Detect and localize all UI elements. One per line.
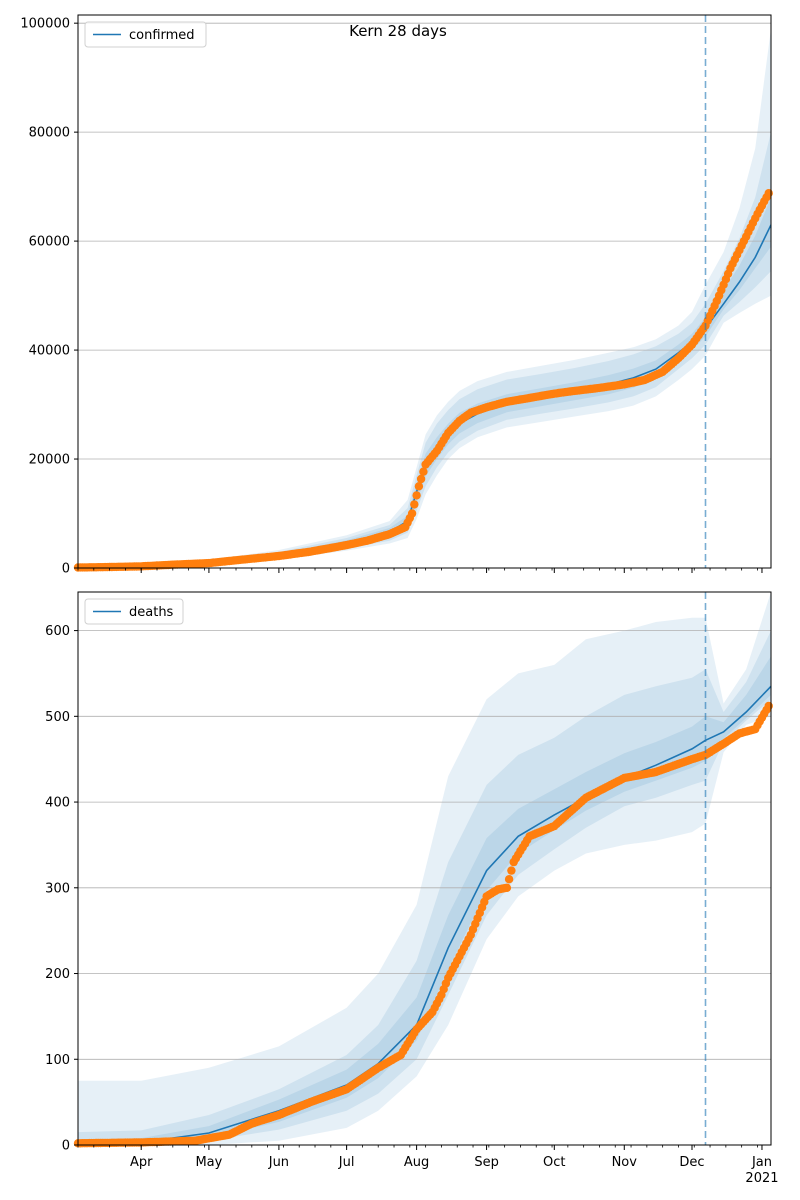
confirmed-observed-points [73,189,773,572]
deaths-x-tick-year: 2021 [745,1171,778,1186]
confirmed-y-tick-label: 0 [62,562,70,577]
deaths-x-tick-label: Jan [751,1155,772,1170]
confirmed-plot-frame [77,14,772,569]
deaths-band-2 [78,630,771,1145]
confirmed-gridlines [78,22,771,460]
deaths-x-tick-label: Jun [268,1155,289,1170]
deaths-x-tick-label: Jul [338,1155,355,1170]
deaths-y-tick-label: 200 [45,967,70,982]
deaths-x-tick-label: Nov [612,1155,638,1170]
confirmed-observed-point [412,491,421,500]
confirmed-observed-point [764,189,773,198]
deaths-median-segment-2 [705,685,771,742]
deaths-legend-box [84,598,184,625]
deaths-y-tick-label: 500 [45,710,70,725]
deaths-observed-point [504,875,514,884]
confirmed-chart: 0 20000 40000 60000 80000 100000 confirmed [20,14,773,577]
confirmed-observed-point [407,509,417,518]
deaths-gridlines [78,630,771,1060]
deaths-observed-point [507,866,516,875]
deaths-band-3 [78,656,771,1145]
deaths-observed-point [502,883,512,892]
deaths-x-tick-label: Sep [474,1155,499,1170]
confirmed-y-tick-label: 80000 [29,126,70,141]
confirmed-median-segment-2 [704,224,771,329]
confirmed-legend-box [84,21,207,48]
confirmed-y-tick-label: 40000 [29,344,70,359]
deaths-chart: 0 100 200 300 400 500 600 Apr May Jun Jul Aug Sep Oct… [45,591,779,1186]
deaths-y-tick-label: 600 [45,624,70,639]
confirmed-axes: 0 20000 40000 60000 80000 100000 [20,14,772,577]
deaths-y-tick-label: 400 [45,796,70,811]
deaths-x-tick-label: May [195,1155,222,1170]
deaths-plot-frame [77,591,772,1146]
confirmed-y-tick-label: 60000 [29,235,70,250]
deaths-y-tick-label: 100 [45,1053,70,1068]
deaths-band-1 [78,592,771,1145]
deaths-uncertainty-bands [78,592,771,1145]
deaths-legend: deaths [84,598,184,625]
confirmed-observed-point [419,467,428,476]
deaths-x-tick-label: Dec [679,1155,704,1170]
deaths-legend-label: deaths [129,605,174,620]
deaths-observed-point [764,701,773,711]
confirmed-y-tick-label: 100000 [20,17,70,32]
confirmed-y-tick-label: 20000 [29,453,70,468]
confirmed-observed-point [416,474,426,484]
deaths-y-tick-label: 300 [45,881,70,896]
confirmed-legend: confirmed [84,21,207,48]
deaths-x-tick-label: Aug [404,1155,429,1170]
deaths-x-tick-label: Oct [543,1155,565,1170]
confirmed-observed-point [414,482,424,491]
deaths-x-tick-label: Apr [130,1155,153,1170]
deaths-axes: 0 100 200 300 400 500 600 Apr May Jun Jul Aug Sep Oct… [45,591,779,1186]
confirmed-observed-point [410,500,419,509]
figure-title: Kern 28 days [349,22,447,40]
confirmed-legend-label: confirmed [129,28,195,43]
deaths-y-tick-label: 0 [62,1139,70,1154]
